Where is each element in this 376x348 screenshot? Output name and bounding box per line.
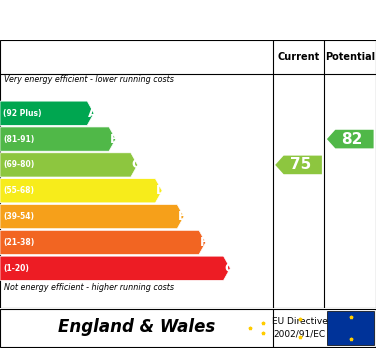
Text: E: E	[178, 210, 186, 223]
Text: F: F	[200, 236, 208, 249]
Text: G: G	[224, 262, 235, 275]
Text: A: A	[88, 107, 98, 120]
Text: England & Wales: England & Wales	[58, 318, 215, 336]
Text: (21-38): (21-38)	[3, 238, 34, 247]
Polygon shape	[0, 101, 94, 125]
Text: (69-80): (69-80)	[3, 160, 34, 169]
Text: Energy Efficiency Rating: Energy Efficiency Rating	[11, 11, 259, 29]
Polygon shape	[0, 127, 116, 151]
Text: 75: 75	[290, 157, 311, 172]
Text: (81-91): (81-91)	[3, 135, 34, 144]
Polygon shape	[0, 230, 206, 254]
Text: 2002/91/EC: 2002/91/EC	[274, 330, 326, 339]
Text: B: B	[110, 133, 119, 145]
Text: 82: 82	[341, 132, 362, 147]
Text: (92 Plus): (92 Plus)	[3, 109, 41, 118]
Text: Very energy efficient - lower running costs: Very energy efficient - lower running co…	[4, 75, 174, 84]
Text: D: D	[156, 184, 167, 197]
Polygon shape	[327, 130, 374, 148]
Polygon shape	[275, 156, 322, 174]
Polygon shape	[0, 179, 162, 203]
Polygon shape	[0, 256, 230, 280]
Text: (39-54): (39-54)	[3, 212, 34, 221]
Polygon shape	[0, 205, 184, 229]
Text: (55-68): (55-68)	[3, 186, 34, 195]
Text: Potential: Potential	[325, 52, 375, 62]
Text: Current: Current	[277, 52, 320, 62]
Text: Not energy efficient - higher running costs: Not energy efficient - higher running co…	[4, 283, 174, 292]
Polygon shape	[0, 153, 138, 177]
Text: EU Directive: EU Directive	[272, 317, 328, 326]
Text: (1-20): (1-20)	[3, 264, 29, 273]
Text: C: C	[132, 158, 141, 172]
Bar	[327, 311, 374, 345]
